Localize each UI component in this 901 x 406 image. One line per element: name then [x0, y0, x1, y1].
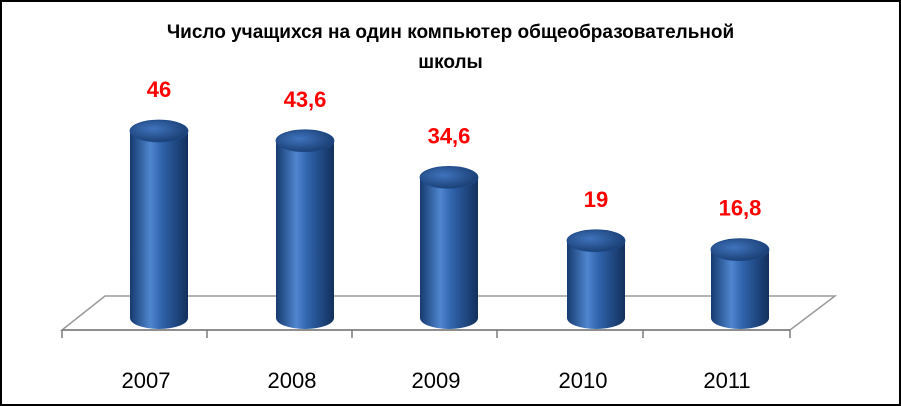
- x-tick-label: 2009: [412, 368, 461, 393]
- bar-body: [276, 140, 334, 329]
- x-tick-label: 2008: [268, 368, 317, 393]
- x-ticks-group: 2007 2008 2009 2010 2011: [122, 368, 751, 393]
- x-tick-label: 2010: [559, 368, 608, 393]
- bar-2010: [566, 229, 626, 329]
- bar-body: [711, 249, 769, 329]
- bar-2007: [129, 119, 189, 329]
- bar-2011: [710, 238, 770, 329]
- bar-cap: [566, 229, 626, 253]
- data-label: 43,6: [284, 87, 327, 112]
- bar-cap: [129, 119, 189, 143]
- bar-cap: [275, 129, 335, 153]
- bars-group: [129, 119, 770, 329]
- bar-2009: [419, 165, 479, 329]
- bar-2008: [275, 129, 335, 329]
- data-label: 16,8: [719, 196, 762, 221]
- chart-title-line-2: школы: [418, 52, 483, 73]
- bar-cap: [710, 238, 770, 262]
- bar-body: [130, 131, 188, 329]
- data-label: 46: [147, 77, 171, 102]
- data-labels-group: 46 43,6 34,6 19 16,8: [147, 77, 762, 221]
- bar-cap: [419, 165, 479, 189]
- chart-title-line-1: Число учащихся на один компьютер общеобр…: [166, 22, 735, 43]
- data-label: 19: [584, 187, 608, 212]
- bar-body: [420, 177, 478, 329]
- x-tick-label: 2007: [122, 368, 171, 393]
- bar-body: [567, 240, 625, 329]
- x-tick-label: 2011: [703, 368, 750, 393]
- data-label: 34,6: [428, 123, 471, 148]
- chart-title: Число учащихся на один компьютер общеобр…: [0, 18, 901, 78]
